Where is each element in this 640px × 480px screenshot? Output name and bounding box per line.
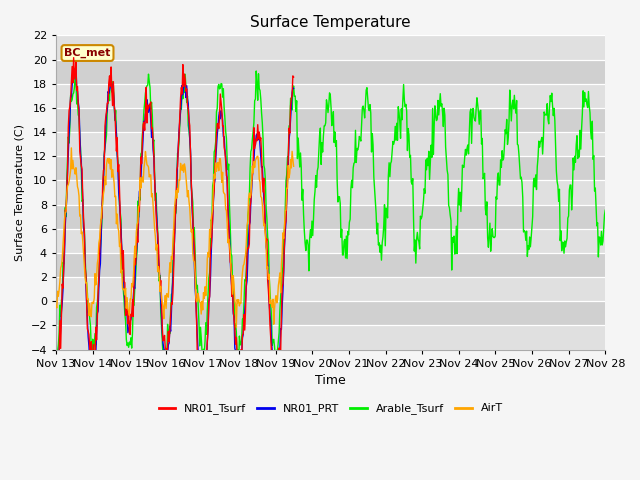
Bar	[56, 108, 605, 132]
X-axis label: Time: Time	[316, 374, 346, 387]
Bar	[56, 84, 605, 108]
Y-axis label: Surface Temperature (C): Surface Temperature (C)	[15, 124, 25, 261]
Bar	[56, 228, 605, 253]
Bar	[56, 36, 605, 60]
Bar	[56, 60, 605, 84]
Title: Surface Temperature: Surface Temperature	[250, 15, 411, 30]
Bar	[56, 277, 605, 301]
Bar	[56, 253, 605, 277]
Bar	[56, 180, 605, 204]
Bar	[56, 301, 605, 325]
Bar	[56, 325, 605, 349]
Text: BC_met: BC_met	[65, 48, 111, 58]
Bar	[56, 156, 605, 180]
Bar	[56, 204, 605, 228]
Legend: NR01_Tsurf, NR01_PRT, Arable_Tsurf, AirT: NR01_Tsurf, NR01_PRT, Arable_Tsurf, AirT	[154, 399, 508, 419]
Bar	[56, 132, 605, 156]
